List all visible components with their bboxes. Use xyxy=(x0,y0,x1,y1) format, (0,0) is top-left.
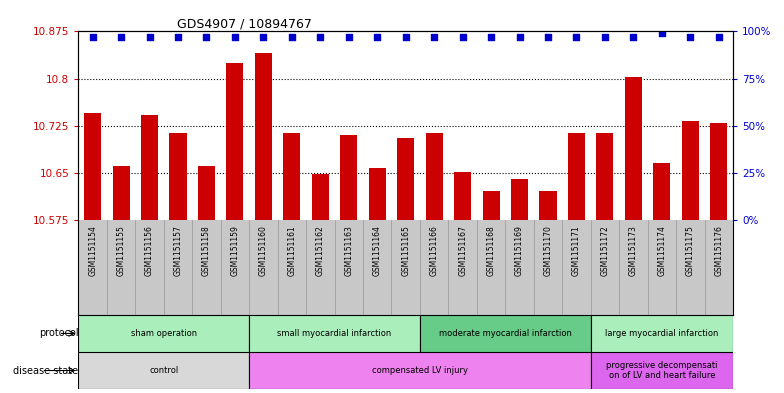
Text: moderate myocardial infarction: moderate myocardial infarction xyxy=(439,329,572,338)
Text: small myocardial infarction: small myocardial infarction xyxy=(278,329,392,338)
Point xyxy=(114,34,127,40)
Bar xyxy=(227,63,244,220)
Point xyxy=(599,34,612,40)
Bar xyxy=(710,123,728,220)
Text: GSM1151161: GSM1151161 xyxy=(288,225,296,276)
Text: GSM1151154: GSM1151154 xyxy=(88,225,97,276)
Bar xyxy=(590,352,733,389)
Text: progressive decompensati
on of LV and heart failure: progressive decompensati on of LV and he… xyxy=(606,361,717,380)
Point xyxy=(314,34,327,40)
Bar xyxy=(113,165,129,220)
Bar xyxy=(84,113,101,220)
Bar xyxy=(420,315,590,352)
Point xyxy=(343,34,355,40)
Text: GSM1151166: GSM1151166 xyxy=(430,225,439,276)
Bar xyxy=(625,77,642,220)
Text: GSM1151173: GSM1151173 xyxy=(629,225,638,276)
Bar xyxy=(397,138,414,220)
Text: GSM1151168: GSM1151168 xyxy=(487,225,495,276)
Text: GDS4907 / 10894767: GDS4907 / 10894767 xyxy=(176,17,311,30)
Bar xyxy=(368,168,386,220)
Point xyxy=(713,34,725,40)
Point xyxy=(257,34,270,40)
Text: GSM1151163: GSM1151163 xyxy=(344,225,354,276)
Point xyxy=(428,34,441,40)
Text: GSM1151162: GSM1151162 xyxy=(316,225,325,276)
Text: GSM1151156: GSM1151156 xyxy=(145,225,154,276)
Bar xyxy=(141,115,158,220)
Text: GSM1151171: GSM1151171 xyxy=(572,225,581,276)
Bar xyxy=(78,315,249,352)
Bar xyxy=(198,165,215,220)
Bar xyxy=(511,179,528,220)
Point xyxy=(627,34,640,40)
Text: GSM1151175: GSM1151175 xyxy=(686,225,695,276)
Point xyxy=(285,34,298,40)
Point xyxy=(485,34,497,40)
Bar xyxy=(539,191,557,220)
Point xyxy=(200,34,212,40)
Point xyxy=(143,34,156,40)
Bar xyxy=(682,121,699,220)
Bar xyxy=(454,172,471,220)
Bar xyxy=(653,163,670,220)
Point xyxy=(371,34,383,40)
Point xyxy=(172,34,184,40)
Text: GSM1151169: GSM1151169 xyxy=(515,225,524,276)
Text: GSM1151176: GSM1151176 xyxy=(714,225,724,276)
Text: GSM1151167: GSM1151167 xyxy=(458,225,467,276)
Text: protocol: protocol xyxy=(38,329,78,338)
Point xyxy=(655,30,668,37)
Point xyxy=(542,34,554,40)
Bar xyxy=(483,191,499,220)
Text: GSM1151155: GSM1151155 xyxy=(117,225,125,276)
Point xyxy=(456,34,469,40)
Point xyxy=(86,34,99,40)
Point xyxy=(514,34,526,40)
Bar xyxy=(169,134,187,220)
Text: GSM1151160: GSM1151160 xyxy=(259,225,268,276)
Text: GSM1151165: GSM1151165 xyxy=(401,225,410,276)
Text: compensated LV injury: compensated LV injury xyxy=(372,366,468,375)
Bar xyxy=(340,135,358,220)
Bar xyxy=(426,133,443,220)
Bar xyxy=(597,133,614,220)
Text: GSM1151170: GSM1151170 xyxy=(543,225,553,276)
Text: large myocardial infarction: large myocardial infarction xyxy=(605,329,719,338)
Bar xyxy=(568,133,585,220)
Text: GSM1151158: GSM1151158 xyxy=(202,225,211,276)
Bar xyxy=(249,352,590,389)
Bar xyxy=(312,174,328,220)
Text: GSM1151174: GSM1151174 xyxy=(657,225,666,276)
Text: GSM1151164: GSM1151164 xyxy=(372,225,382,276)
Point xyxy=(229,34,241,40)
Text: GSM1151172: GSM1151172 xyxy=(601,225,609,276)
Bar xyxy=(255,53,272,220)
Text: disease state: disease state xyxy=(13,365,78,376)
Point xyxy=(399,34,412,40)
Text: sham operation: sham operation xyxy=(131,329,197,338)
Bar xyxy=(590,315,733,352)
Bar xyxy=(283,133,300,220)
Point xyxy=(570,34,583,40)
Bar xyxy=(249,315,420,352)
Bar xyxy=(78,352,249,389)
Text: control: control xyxy=(149,366,179,375)
Text: GSM1151159: GSM1151159 xyxy=(230,225,239,276)
Text: GSM1151157: GSM1151157 xyxy=(173,225,183,276)
Point xyxy=(684,34,697,40)
